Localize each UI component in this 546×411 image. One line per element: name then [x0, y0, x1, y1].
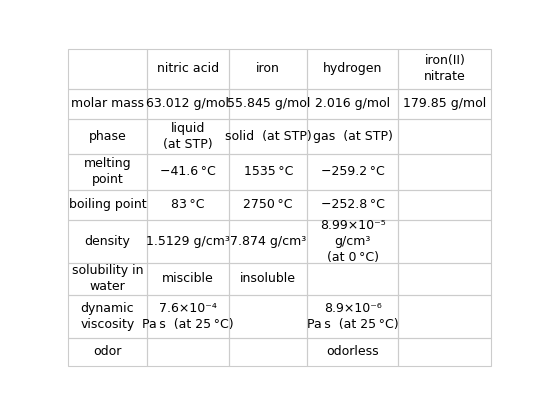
Text: miscible: miscible: [162, 272, 213, 285]
Text: 63.012 g/mol: 63.012 g/mol: [146, 97, 229, 110]
Text: density: density: [85, 235, 130, 248]
Bar: [68, 119, 146, 154]
Bar: [146, 154, 229, 190]
Bar: [68, 220, 146, 263]
Bar: [68, 154, 146, 190]
Bar: [307, 89, 399, 119]
Text: −41.6 °C: −41.6 °C: [160, 166, 216, 178]
Bar: [146, 89, 229, 119]
Bar: [307, 154, 399, 190]
Text: solubility in
water: solubility in water: [72, 264, 143, 293]
Bar: [229, 154, 307, 190]
Text: 179.85 g/mol: 179.85 g/mol: [403, 97, 486, 110]
Bar: [68, 295, 146, 338]
Bar: [399, 263, 491, 295]
Text: solid  (at STP): solid (at STP): [225, 130, 312, 143]
Text: boiling point: boiling point: [69, 198, 146, 211]
Bar: [399, 49, 491, 89]
Text: insoluble: insoluble: [240, 272, 296, 285]
Text: 7.874 g/cm³: 7.874 g/cm³: [230, 235, 306, 248]
Bar: [146, 263, 229, 295]
Bar: [229, 338, 307, 366]
Text: gas  (at STP): gas (at STP): [313, 130, 393, 143]
Bar: [68, 263, 146, 295]
Bar: [307, 119, 399, 154]
Bar: [68, 89, 146, 119]
Bar: [307, 190, 399, 220]
Text: 1535 °C: 1535 °C: [244, 166, 293, 178]
Bar: [229, 190, 307, 220]
Text: 2750 °C: 2750 °C: [244, 198, 293, 211]
Bar: [399, 220, 491, 263]
Text: odorless: odorless: [327, 345, 379, 358]
Text: −252.8 °C: −252.8 °C: [321, 198, 385, 211]
Bar: [399, 338, 491, 366]
Text: 1.5129 g/cm³: 1.5129 g/cm³: [146, 235, 230, 248]
Text: iron: iron: [256, 62, 280, 76]
Bar: [229, 263, 307, 295]
Text: melting
point: melting point: [84, 157, 131, 187]
Text: hydrogen: hydrogen: [323, 62, 383, 76]
Bar: [146, 49, 229, 89]
Bar: [399, 295, 491, 338]
Text: 55.845 g/mol: 55.845 g/mol: [227, 97, 310, 110]
Bar: [68, 190, 146, 220]
Bar: [399, 89, 491, 119]
Text: liquid
(at STP): liquid (at STP): [163, 122, 212, 151]
Bar: [399, 154, 491, 190]
Bar: [146, 338, 229, 366]
Bar: [68, 338, 146, 366]
Bar: [229, 49, 307, 89]
Text: 8.99×10⁻⁵
g/cm³
(at 0 °C): 8.99×10⁻⁵ g/cm³ (at 0 °C): [320, 219, 385, 264]
Bar: [307, 263, 399, 295]
Bar: [307, 220, 399, 263]
Text: −259.2 °C: −259.2 °C: [321, 166, 385, 178]
Bar: [146, 220, 229, 263]
Text: 83 °C: 83 °C: [171, 198, 205, 211]
Bar: [146, 119, 229, 154]
Bar: [307, 338, 399, 366]
Bar: [146, 295, 229, 338]
Text: dynamic
viscosity: dynamic viscosity: [80, 302, 134, 331]
Text: molar mass: molar mass: [71, 97, 144, 110]
Bar: [399, 190, 491, 220]
Text: odor: odor: [93, 345, 122, 358]
Bar: [146, 190, 229, 220]
Text: 2.016 g/mol: 2.016 g/mol: [315, 97, 390, 110]
Bar: [229, 295, 307, 338]
Text: nitric acid: nitric acid: [157, 62, 219, 76]
Bar: [399, 119, 491, 154]
Bar: [229, 89, 307, 119]
Bar: [229, 119, 307, 154]
Bar: [307, 49, 399, 89]
Text: iron(II)
nitrate: iron(II) nitrate: [424, 55, 466, 83]
Text: 7.6×10⁻⁴
Pa s  (at 25 °C): 7.6×10⁻⁴ Pa s (at 25 °C): [142, 302, 234, 331]
Bar: [307, 295, 399, 338]
Bar: [229, 220, 307, 263]
Bar: [68, 49, 146, 89]
Text: 8.9×10⁻⁶
Pa s  (at 25 °C): 8.9×10⁻⁶ Pa s (at 25 °C): [307, 302, 399, 331]
Text: phase: phase: [88, 130, 126, 143]
